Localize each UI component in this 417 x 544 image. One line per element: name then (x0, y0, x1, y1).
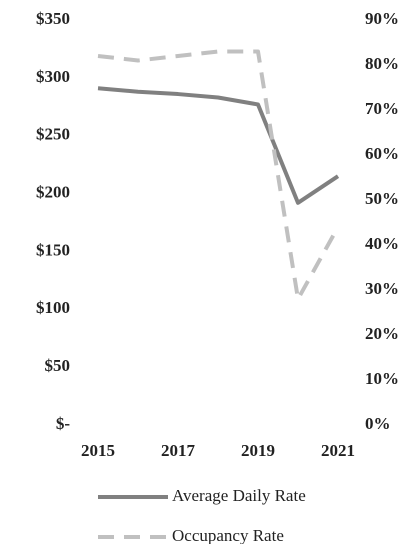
y-tick-label: $150 (36, 240, 70, 259)
y2-tick-label: 50% (365, 189, 399, 208)
y-tick-label: $300 (36, 67, 70, 86)
x-tick-label: 2017 (161, 441, 196, 460)
y2-tick-label: 10% (365, 369, 399, 388)
y2-tick-label: 0% (365, 414, 391, 433)
legend-label: Occupancy Rate (172, 526, 284, 544)
y2-tick-label: 90% (365, 9, 399, 28)
x-tick-label: 2021 (321, 441, 355, 460)
y-tick-label: $350 (36, 9, 70, 28)
y2-tick-label: 40% (365, 234, 399, 253)
x-tick-label: 2019 (241, 441, 275, 460)
y-tick-label: $100 (36, 298, 70, 317)
y2-tick-label: 70% (365, 99, 399, 118)
series-line (97, 49, 340, 301)
series-line (97, 86, 340, 205)
y-tick-label: $50 (45, 356, 71, 375)
legend-label: Average Daily Rate (172, 486, 306, 505)
y-tick-label: $200 (36, 182, 70, 201)
y-tick-label: $- (56, 414, 71, 433)
y2-tick-label: 80% (365, 54, 399, 73)
x-tick-label: 2015 (81, 441, 115, 460)
y-tick-label: $250 (36, 125, 70, 144)
y2-tick-label: 60% (365, 144, 399, 163)
y2-tick-label: 30% (365, 279, 399, 298)
y2-tick-label: 20% (365, 324, 399, 343)
